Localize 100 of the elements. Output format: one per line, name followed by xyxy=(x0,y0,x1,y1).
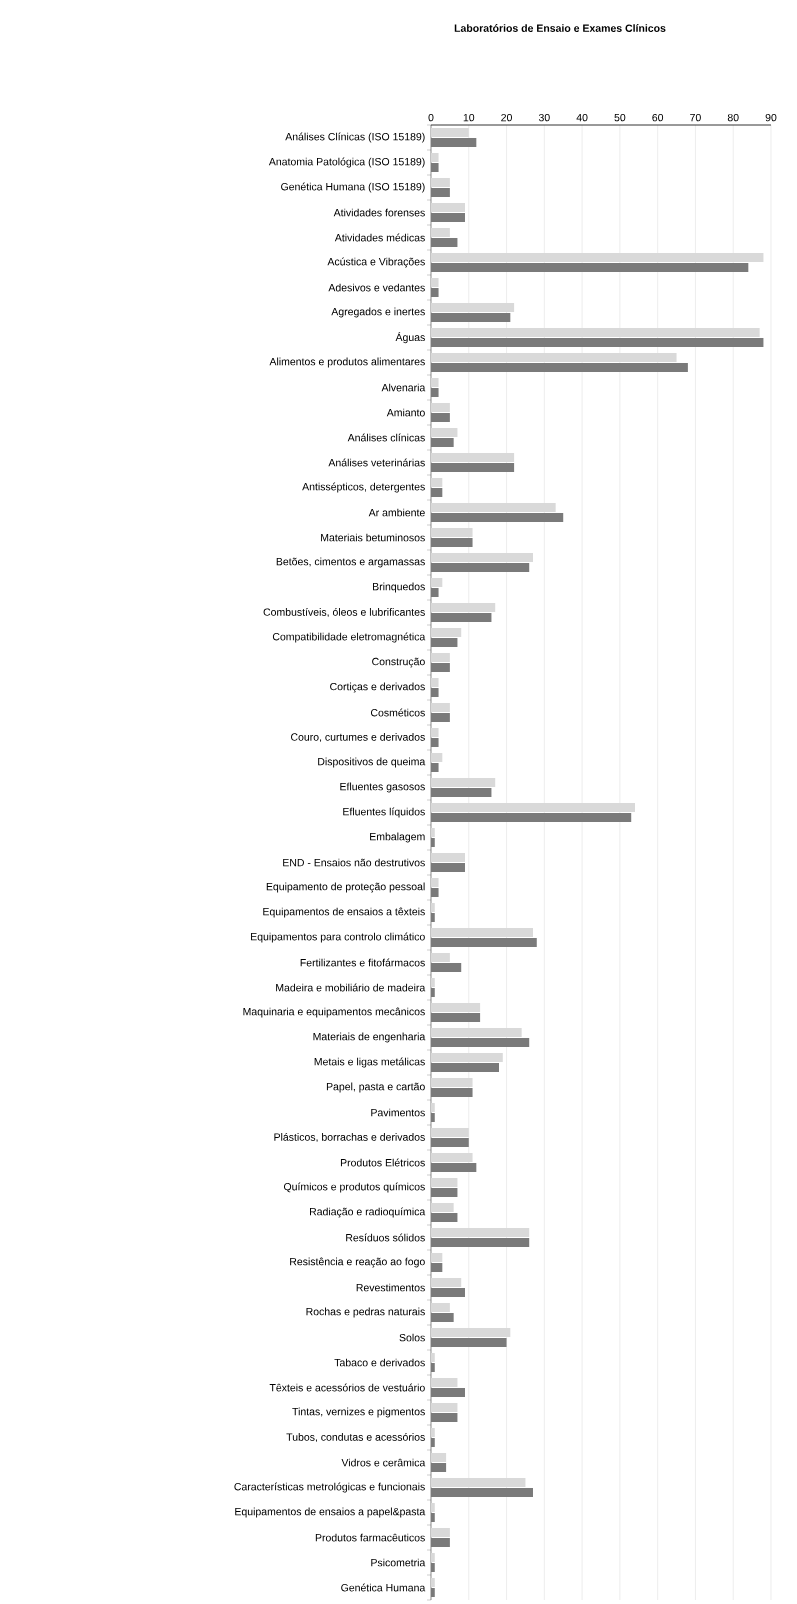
y-tick-label: Materiais betuminosos xyxy=(321,533,425,542)
bar xyxy=(431,1103,435,1113)
bar xyxy=(431,338,764,348)
x-tick-label: 50 xyxy=(614,113,626,122)
y-tick-label: Produtos farmacêuticos xyxy=(315,1533,425,1542)
bar xyxy=(431,378,439,388)
bar xyxy=(431,653,450,663)
bar xyxy=(431,1363,435,1373)
y-tick-label: Cosméticos xyxy=(370,708,425,717)
bar xyxy=(431,988,435,998)
bar xyxy=(431,1463,447,1473)
bar xyxy=(431,1438,435,1448)
y-tick-label: Genética Humana (ISO 15189) xyxy=(281,182,425,193)
y-tick-label: Pavimentos xyxy=(371,1108,425,1117)
bar xyxy=(431,628,462,638)
bar xyxy=(431,738,439,748)
bar xyxy=(431,1188,458,1198)
y-tick-label: Alimentos e produtos alimentares xyxy=(269,357,425,368)
bar xyxy=(431,1513,435,1523)
bar xyxy=(431,1313,454,1323)
y-tick-label: Papel, pasta e cartão xyxy=(326,1082,425,1093)
bar xyxy=(431,1203,454,1213)
bar xyxy=(431,1163,477,1173)
y-tick-label: Antissépticos, detergentes xyxy=(302,482,425,493)
bar xyxy=(431,538,473,548)
y-tick-label: Amianto xyxy=(386,408,425,417)
bar xyxy=(431,1528,450,1538)
bar xyxy=(431,513,564,523)
y-tick-label: Combustíveis, óleos e lubrificantes xyxy=(263,607,425,618)
y-tick-label: END - Ensaios não destrutivos xyxy=(283,858,425,867)
bar xyxy=(431,403,450,413)
y-tick-label: Tabaco e derivados xyxy=(334,1358,425,1367)
y-tick-label: Couro, curtumes e derivados xyxy=(291,733,425,742)
bar xyxy=(431,478,443,488)
y-tick-label: Produtos Elétricos xyxy=(340,1158,425,1167)
bar xyxy=(431,1113,435,1123)
bar xyxy=(431,1088,473,1098)
x-tick-label: 40 xyxy=(576,113,588,122)
bar xyxy=(431,388,439,398)
bar xyxy=(431,1138,469,1148)
bar xyxy=(431,1503,435,1513)
chart-title: Laboratórios de Ensaio e Exames Clínicos xyxy=(454,24,666,32)
bar xyxy=(431,728,439,738)
y-tick-label: Plásticos, borrachas e derivados xyxy=(274,1132,425,1143)
y-tick-label: Compatibilidade eletromagnética xyxy=(272,632,426,643)
x-tick-label: 20 xyxy=(501,113,512,122)
bar xyxy=(431,1063,499,1073)
bar xyxy=(431,1303,450,1313)
y-tick-label: Anatomia Patológica (ISO 15189) xyxy=(268,157,425,168)
bar xyxy=(431,1263,443,1273)
bar xyxy=(431,138,477,148)
bar xyxy=(431,203,465,213)
bar xyxy=(431,613,492,623)
y-tick-label: Agregados e inertes xyxy=(331,307,425,318)
bar xyxy=(431,1338,507,1348)
bar xyxy=(431,1403,458,1413)
bar xyxy=(431,228,450,238)
bar xyxy=(431,213,465,223)
y-tick-label: Efluentes líquidos xyxy=(343,807,425,818)
x-tick-label: 30 xyxy=(538,113,550,122)
bar xyxy=(431,678,439,688)
bar xyxy=(431,588,439,598)
y-tick-label: Solos xyxy=(399,1333,425,1342)
y-tick-label: Efluentes gasosos xyxy=(340,782,425,793)
bar xyxy=(431,903,435,913)
y-tick-label: Análises Clínicas (ISO 15189) xyxy=(285,132,425,143)
bar xyxy=(431,153,439,163)
y-tick-label: Psicometria xyxy=(371,1558,426,1567)
bar xyxy=(431,1038,530,1048)
y-tick-label: Acústica e Vibrações xyxy=(327,257,425,268)
bar xyxy=(431,838,435,848)
x-tick-label: 70 xyxy=(690,113,701,122)
bar xyxy=(431,888,439,898)
bar xyxy=(431,288,439,298)
bar xyxy=(431,713,450,723)
bar xyxy=(431,813,632,823)
bar xyxy=(431,563,530,573)
y-tick-label: Têxteis e acessórios de vestuário xyxy=(269,1383,425,1392)
y-tick-label: Genética Humana xyxy=(341,1583,426,1592)
bar xyxy=(431,703,450,713)
y-tick-label: Madeira e mobiliário de madeira xyxy=(276,983,426,992)
bar xyxy=(431,1353,435,1363)
bar xyxy=(431,1388,465,1398)
bar xyxy=(431,163,439,173)
y-tick-label: Atividades médicas xyxy=(334,233,425,242)
bar xyxy=(431,1253,443,1263)
y-tick-label: Rochas e pedras naturais xyxy=(306,1307,425,1318)
y-tick-label: Ar ambiente xyxy=(368,508,425,517)
x-tick-label: 0 xyxy=(428,113,434,122)
bar xyxy=(431,1178,458,1188)
bar xyxy=(431,1013,481,1023)
x-tick-label: 90 xyxy=(765,113,777,122)
bar xyxy=(431,313,511,323)
bar xyxy=(431,878,439,888)
bar xyxy=(431,238,458,248)
y-tick-label: Brinquedos xyxy=(373,582,425,593)
bar xyxy=(431,1378,458,1388)
bar xyxy=(431,788,492,798)
y-tick-label: Alvenaria xyxy=(381,383,426,392)
bar xyxy=(431,938,537,948)
